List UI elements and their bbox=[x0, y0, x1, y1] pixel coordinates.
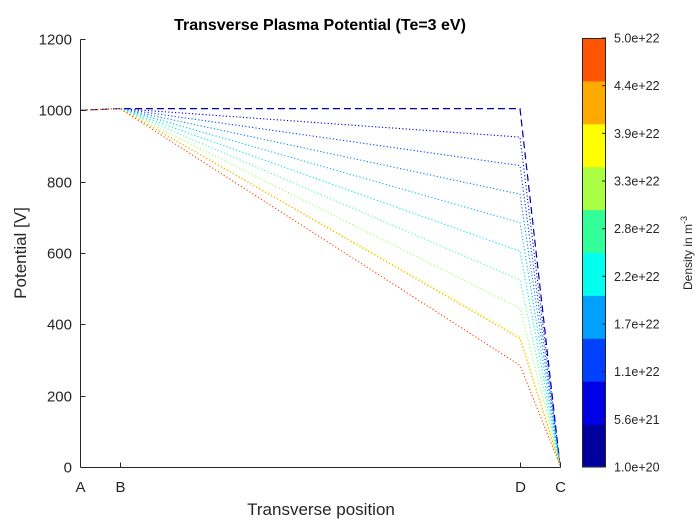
series-line-8 bbox=[79, 108, 561, 466]
y-ticks: 0 200 400 600 800 1000 1200 bbox=[39, 32, 86, 477]
colorbar-segment-9 bbox=[582, 38, 606, 82]
colorbar-title: Density in m-3 bbox=[679, 216, 695, 290]
series-line-3 bbox=[79, 108, 561, 466]
y-tick-label-2: 400 bbox=[47, 317, 72, 334]
plot-lines bbox=[79, 108, 561, 466]
colorbar-tick-label-0: 1.0e+20 bbox=[614, 461, 660, 475]
colorbar-segment-4 bbox=[582, 252, 606, 296]
colorbar-segment-6 bbox=[582, 166, 606, 211]
colorbar-tick-label-4: 2.2e+22 bbox=[614, 270, 660, 284]
colorbar-tick-label-7: 3.9e+22 bbox=[614, 127, 660, 141]
colorbar-tick-label-9: 5.0e+22 bbox=[614, 32, 660, 46]
x-tick-label-2: D bbox=[515, 479, 526, 496]
y-tick-label-0: 0 bbox=[64, 460, 72, 477]
series-line-5 bbox=[79, 108, 561, 466]
colorbar-title-text: Density in m bbox=[681, 224, 695, 290]
series-line-7 bbox=[79, 108, 561, 466]
series-line-9 bbox=[79, 108, 561, 466]
series-line-1 bbox=[79, 108, 561, 466]
x-axis-title: Transverse position bbox=[247, 500, 395, 519]
y-tick-label-3: 600 bbox=[47, 246, 72, 263]
colorbar-segment-0 bbox=[582, 424, 606, 468]
x-tick-label-0: A bbox=[75, 479, 85, 496]
colorbar-tick-label-8: 4.4e+22 bbox=[614, 79, 660, 93]
colorbar-tick-label-1: 5.6e+21 bbox=[614, 413, 660, 427]
colorbar-segment-5 bbox=[582, 209, 606, 253]
y-axis-title: Potential [V] bbox=[11, 207, 30, 299]
y-tick-label-1: 200 bbox=[47, 389, 72, 406]
series-line-6 bbox=[79, 108, 561, 466]
chart-title: Transverse Plasma Potential (Te=3 eV) bbox=[174, 17, 466, 34]
series-line-0 bbox=[79, 108, 561, 466]
colorbar: 1.0e+20 5.6e+21 1.1e+22 1.7e+22 2.2e+22 2.8e+… bbox=[582, 32, 660, 475]
x-tick-label-1: B bbox=[115, 479, 125, 496]
y-tick-label-4: 800 bbox=[47, 175, 72, 192]
x-tick-label-3: C bbox=[555, 479, 566, 496]
colorbar-segment-3 bbox=[582, 295, 606, 339]
colorbar-segment-8 bbox=[582, 80, 606, 125]
colorbar-title-superscript: -3 bbox=[679, 216, 689, 224]
colorbar-tick-label-2: 1.1e+22 bbox=[614, 365, 660, 379]
series-line-2 bbox=[79, 108, 561, 466]
y-tick-label-6: 1200 bbox=[39, 32, 72, 49]
series-line-4 bbox=[79, 108, 561, 466]
colorbar-segment-7 bbox=[582, 123, 606, 168]
colorbar-frame bbox=[582, 38, 606, 467]
colorbar-tick-label-6: 3.3e+22 bbox=[614, 175, 660, 189]
y-tick-label-5: 1000 bbox=[39, 103, 72, 120]
colorbar-segment-1 bbox=[582, 381, 606, 425]
colorbar-segment-2 bbox=[582, 338, 606, 382]
series-line-10 bbox=[79, 108, 561, 466]
axis-box bbox=[80, 39, 561, 468]
colorbar-tick-label-5: 2.8e+22 bbox=[614, 222, 660, 236]
colorbar-tick-label-3: 1.7e+22 bbox=[614, 318, 660, 332]
